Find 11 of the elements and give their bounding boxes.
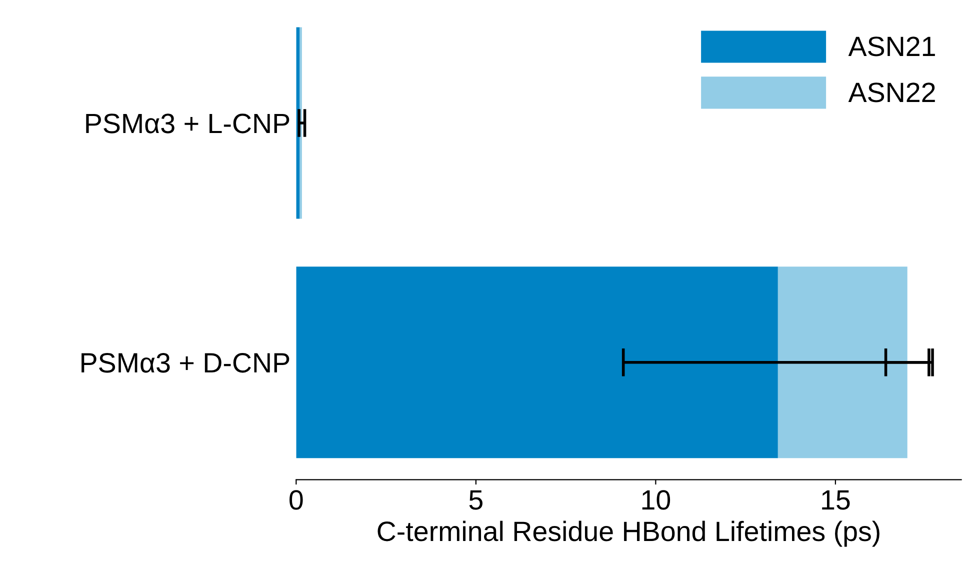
y-tick-label: PSMα3 + D-CNP (82, 353, 290, 373)
legend-label: ASN22 (848, 82, 935, 102)
x-axis-title: C-terminal Residue HBond Lifetimes (ps) (378, 520, 880, 547)
bar (778, 266, 908, 458)
y-tick-label: PSMα3 + L-CNP (86, 114, 290, 134)
x-tick-label: 5 (469, 490, 482, 510)
bar (296, 266, 778, 458)
x-tick-label: 10 (642, 490, 670, 510)
legend-label: ASN21 (848, 36, 935, 56)
x-tick-label: 15 (822, 490, 850, 510)
x-tick-label: 0 (290, 490, 303, 510)
